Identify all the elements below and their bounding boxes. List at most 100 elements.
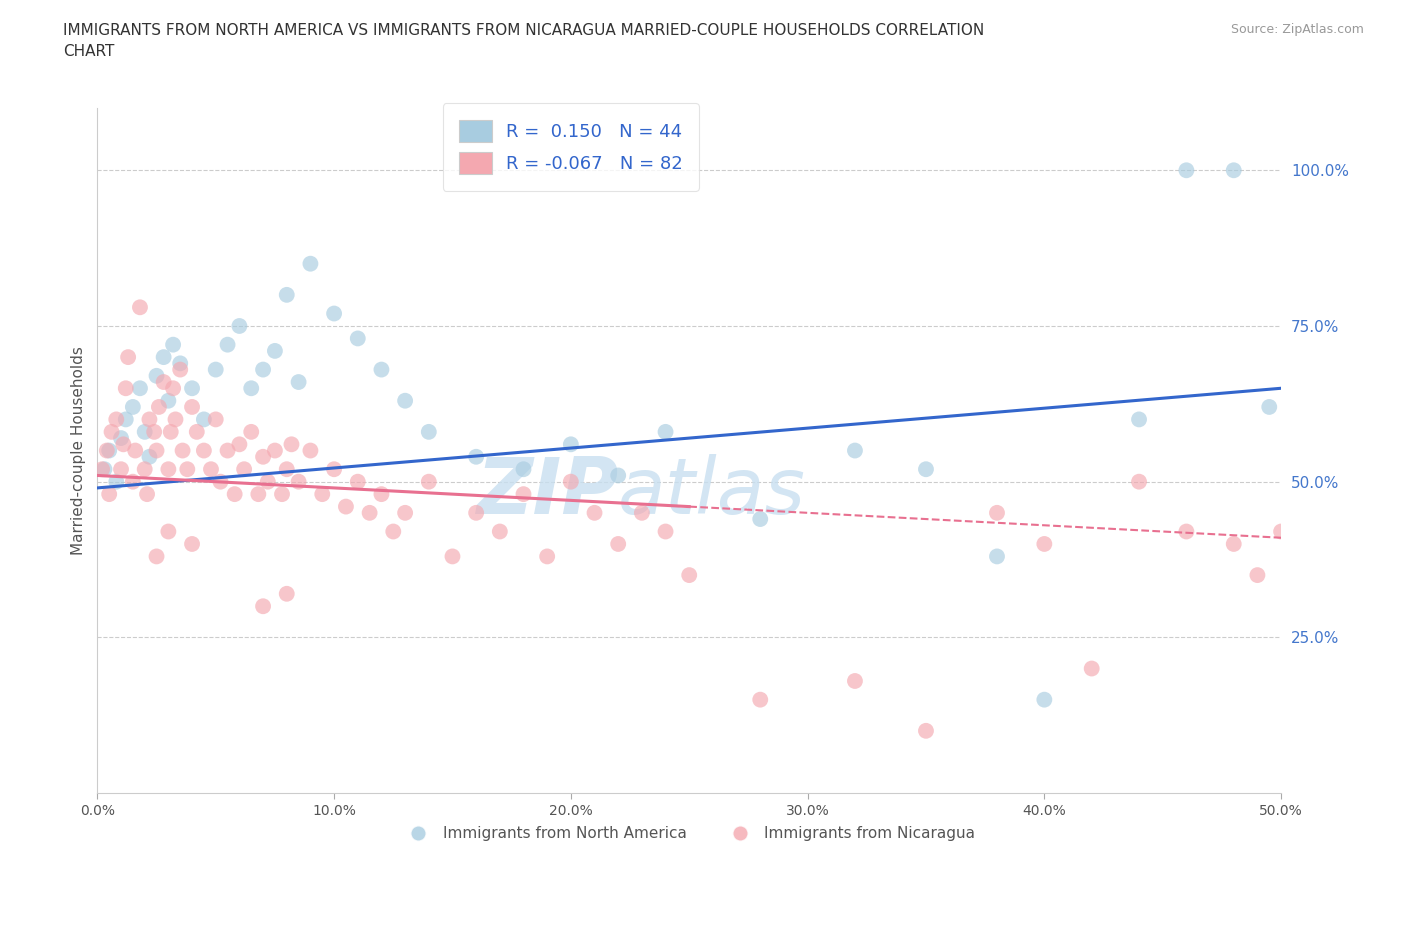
Point (233, 462, 256, 477)
Point (382, 525, 405, 539)
Point (915, 724, 938, 738)
Point (252, 362, 274, 377)
Point (1222, 163, 1244, 178)
Text: atlas: atlas (619, 454, 806, 530)
Point (240, 380, 263, 395)
Point (110, 431, 132, 445)
Point (560, 474, 582, 489)
Point (749, 692, 772, 707)
Y-axis label: Married-couple Households: Married-couple Households (72, 346, 86, 555)
Point (217, 443, 239, 458)
Point (247, 486, 270, 501)
Point (915, 462, 938, 477)
Point (264, 343, 287, 358)
Point (157, 462, 180, 477)
Point (418, 424, 440, 439)
Point (124, 443, 146, 458)
Point (129, 299, 152, 314)
Point (1270, 525, 1292, 539)
Point (98, 486, 121, 501)
Text: Source: ZipAtlas.com: Source: ZipAtlas.com (1230, 23, 1364, 36)
Point (93, 462, 115, 477)
Point (1128, 474, 1150, 489)
Point (441, 549, 464, 564)
Point (1246, 567, 1268, 582)
Point (252, 449, 274, 464)
Point (148, 400, 170, 415)
Point (217, 338, 239, 352)
Point (418, 474, 440, 489)
Point (105, 474, 128, 489)
Point (1033, 692, 1056, 707)
Point (110, 462, 132, 477)
Point (228, 319, 250, 334)
Point (986, 549, 1008, 564)
Point (165, 412, 187, 427)
Point (114, 412, 136, 427)
Point (749, 512, 772, 526)
Point (96, 443, 118, 458)
Point (252, 599, 274, 614)
Point (1175, 525, 1198, 539)
Point (134, 424, 156, 439)
Point (224, 486, 246, 501)
Point (276, 462, 298, 477)
Point (256, 474, 278, 489)
Point (204, 412, 226, 427)
Point (91, 462, 114, 477)
Point (193, 443, 215, 458)
Point (169, 356, 191, 371)
Point (114, 380, 136, 395)
Point (172, 443, 194, 458)
Text: ZIP: ZIP (477, 454, 619, 530)
Point (157, 393, 180, 408)
Point (136, 486, 159, 501)
Point (276, 287, 298, 302)
Point (121, 474, 143, 489)
Point (359, 505, 381, 520)
Point (264, 443, 287, 458)
Point (536, 549, 558, 564)
Point (678, 567, 700, 582)
Point (143, 424, 166, 439)
Point (488, 525, 510, 539)
Point (157, 525, 180, 539)
Point (654, 424, 676, 439)
Point (583, 505, 606, 520)
Point (394, 505, 416, 520)
Point (346, 474, 368, 489)
Point (204, 362, 226, 377)
Point (465, 449, 488, 464)
Point (145, 368, 167, 383)
Point (560, 437, 582, 452)
Point (844, 443, 866, 458)
Point (181, 400, 204, 415)
Point (193, 412, 215, 427)
Point (100, 424, 122, 439)
Point (1222, 537, 1244, 551)
Point (186, 424, 208, 439)
Point (607, 537, 630, 551)
Point (228, 437, 250, 452)
Point (98, 443, 121, 458)
Point (844, 673, 866, 688)
Point (370, 362, 392, 377)
Point (152, 375, 174, 390)
Point (394, 393, 416, 408)
Point (181, 537, 204, 551)
Point (169, 362, 191, 377)
Point (299, 257, 322, 272)
Point (346, 331, 368, 346)
Point (176, 462, 198, 477)
Point (1080, 661, 1102, 676)
Point (117, 350, 139, 365)
Point (121, 400, 143, 415)
Point (654, 525, 676, 539)
Point (145, 549, 167, 564)
Point (287, 474, 309, 489)
Point (129, 380, 152, 395)
Point (370, 486, 392, 501)
Point (112, 437, 135, 452)
Point (1128, 412, 1150, 427)
Point (335, 499, 357, 514)
